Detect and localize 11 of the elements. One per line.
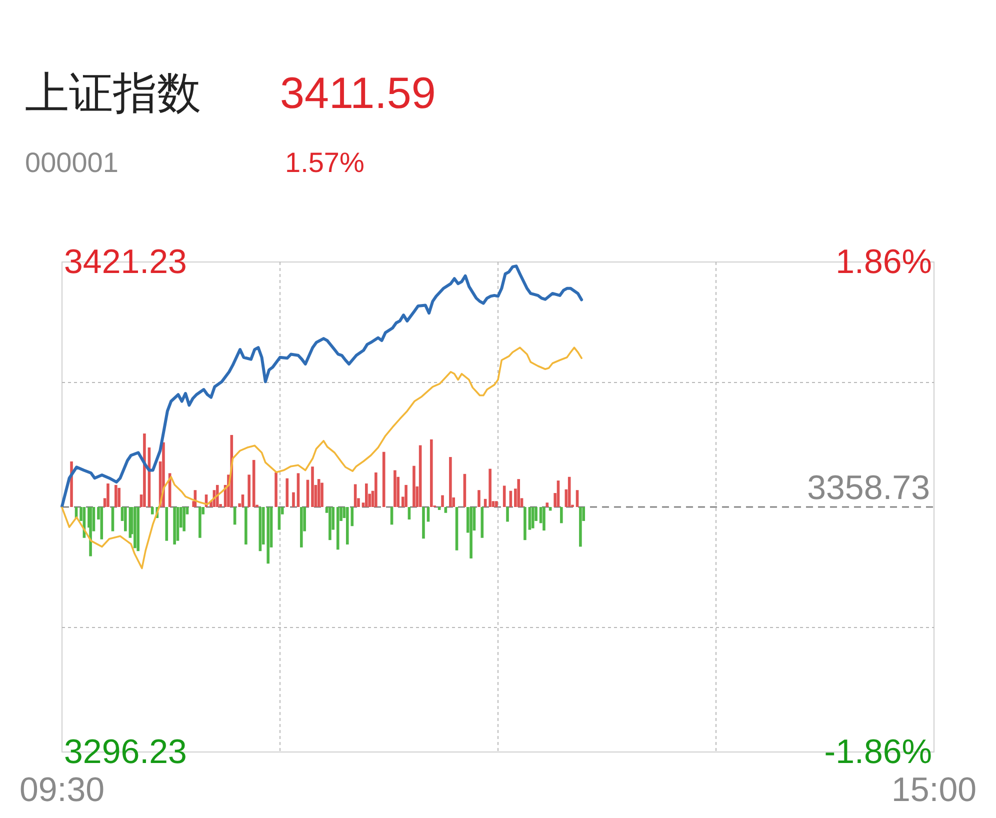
annotation: 3411.59 — [280, 69, 436, 118]
ref-label: 3358.73 — [807, 469, 930, 507]
annotation: 000001 — [25, 147, 118, 178]
y2tick: -1.86% — [824, 733, 932, 771]
ytick: 3296.23 — [64, 733, 187, 771]
ytick: 3421.23 — [64, 243, 187, 281]
xtick: 09:30 — [19, 771, 105, 809]
title: 上证指数 — [25, 69, 201, 118]
y2tick: 1.86% — [836, 243, 932, 281]
annotation: 1.57% — [285, 147, 364, 178]
xtick: 15:00 — [891, 771, 977, 809]
